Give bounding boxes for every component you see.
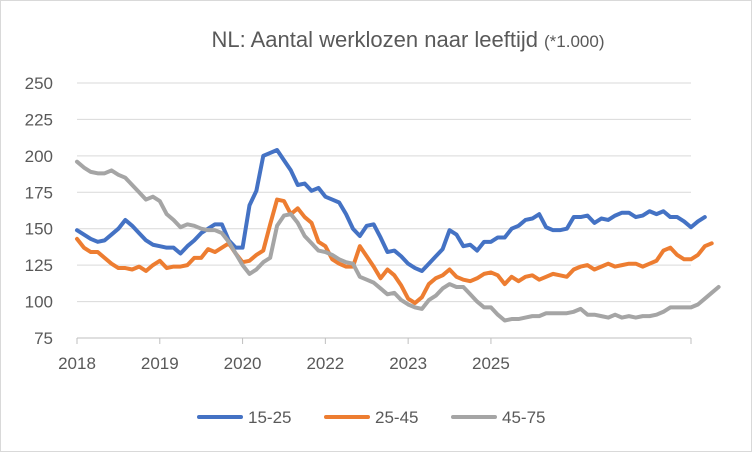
legend-item-45-75: 45-75 (451, 408, 545, 427)
x-tick-label: 2019 (141, 354, 179, 373)
y-tick-label: 75 (34, 329, 53, 348)
y-tick-label: 125 (25, 256, 53, 275)
chart-title: NL: Aantal werklozen naar leeftijd (211, 27, 538, 52)
x-tick-label: 2022 (306, 354, 344, 373)
y-tick-label: 150 (25, 220, 53, 239)
y-tick-label: 225 (25, 110, 53, 129)
series-line-45-75 (75, 159, 721, 323)
y-tick-label: 200 (25, 147, 53, 166)
legend-item-25-45: 25-45 (324, 408, 418, 427)
y-tick-label: 100 (25, 293, 53, 312)
x-tick-label: 2025 (472, 354, 510, 373)
axes: 75 100 125 150 175 200 225 250 2018 2019 2020 2022 2… (25, 74, 692, 373)
series-line-15-25 (75, 148, 707, 273)
legend-label: 15-25 (248, 408, 291, 427)
chart-subtitle: (*1.000) (544, 32, 604, 51)
x-tick-label: 2020 (224, 354, 262, 373)
series-lines (75, 148, 721, 323)
y-tick-label: 250 (25, 74, 53, 93)
legend-label: 45-75 (502, 408, 545, 427)
legend-item-15-25: 15-25 (197, 408, 291, 427)
series-line-25-45 (75, 197, 714, 306)
x-tick-label: 2023 (389, 354, 427, 373)
legend-label: 25-45 (375, 408, 418, 427)
legend: 15-25 25-45 45-75 (197, 408, 545, 427)
x-tick-label: 2018 (58, 354, 96, 373)
y-tick-label: 175 (25, 183, 53, 202)
